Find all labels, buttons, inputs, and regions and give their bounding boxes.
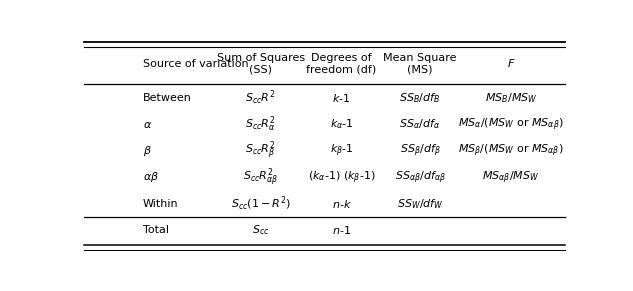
Text: $S_{cc}$: $S_{cc}$ bbox=[252, 223, 270, 237]
Text: $S_{cc}(1-R^2)$: $S_{cc}(1-R^2)$ bbox=[230, 195, 291, 213]
Text: $SS_B/df_B$: $SS_B/df_B$ bbox=[399, 91, 441, 105]
Text: $n$-1: $n$-1 bbox=[332, 224, 351, 236]
Text: $\alpha\beta$: $\alpha\beta$ bbox=[143, 171, 159, 184]
Text: $k_{\alpha}$-1: $k_{\alpha}$-1 bbox=[330, 118, 353, 132]
Text: $MS_{\beta}/(MS_W$ or $MS_{\alpha\beta})$: $MS_{\beta}/(MS_W$ or $MS_{\alpha\beta})… bbox=[458, 143, 563, 159]
Text: $S_{cc}R^2_{\alpha\beta}$: $S_{cc}R^2_{\alpha\beta}$ bbox=[243, 166, 279, 189]
Text: $S_{cc}R^2$: $S_{cc}R^2$ bbox=[246, 89, 276, 107]
Text: Degrees of
freedom (df): Degrees of freedom (df) bbox=[306, 53, 377, 75]
Text: $SS_W/df_W$: $SS_W/df_W$ bbox=[397, 197, 444, 211]
Text: $\alpha$: $\alpha$ bbox=[143, 120, 152, 129]
Text: $k$-1: $k$-1 bbox=[332, 92, 351, 104]
Text: $S_{cc}R^2_{\beta}$: $S_{cc}R^2_{\beta}$ bbox=[246, 140, 276, 162]
Text: Source of variation: Source of variation bbox=[143, 59, 249, 69]
Text: F: F bbox=[508, 59, 514, 69]
Text: Total: Total bbox=[143, 225, 169, 235]
Text: $MS_{\alpha\beta}/MS_W$: $MS_{\alpha\beta}/MS_W$ bbox=[482, 169, 539, 186]
Text: $n$-$k$: $n$-$k$ bbox=[332, 198, 351, 210]
Text: $SS_{\beta}/df_{\beta}$: $SS_{\beta}/df_{\beta}$ bbox=[399, 143, 441, 159]
Text: Within: Within bbox=[143, 199, 179, 209]
Text: $S_{cc}R^2_{\alpha}$: $S_{cc}R^2_{\alpha}$ bbox=[246, 115, 276, 134]
Text: $SS_{\alpha}/df_{\alpha}$: $SS_{\alpha}/df_{\alpha}$ bbox=[399, 118, 441, 132]
Text: $MS_{\alpha}/(MS_W$ or $MS_{\alpha\beta})$: $MS_{\alpha}/(MS_W$ or $MS_{\alpha\beta}… bbox=[458, 116, 564, 133]
Text: $k_{\beta}$-1: $k_{\beta}$-1 bbox=[330, 143, 353, 159]
Text: Sum of Squares
(SS): Sum of Squares (SS) bbox=[216, 53, 304, 75]
Text: $\beta$: $\beta$ bbox=[143, 144, 152, 158]
Text: $SS_{\alpha\beta}/df_{\alpha\beta}$: $SS_{\alpha\beta}/df_{\alpha\beta}$ bbox=[394, 169, 446, 186]
Text: $(k_{\alpha}$-1) $(k_{\beta}$-1): $(k_{\alpha}$-1) $(k_{\beta}$-1) bbox=[308, 169, 375, 186]
Text: $MS_B/MS_W$: $MS_B/MS_W$ bbox=[484, 91, 537, 105]
Text: Mean Square
(MS): Mean Square (MS) bbox=[384, 53, 457, 75]
Text: Between: Between bbox=[143, 93, 192, 103]
